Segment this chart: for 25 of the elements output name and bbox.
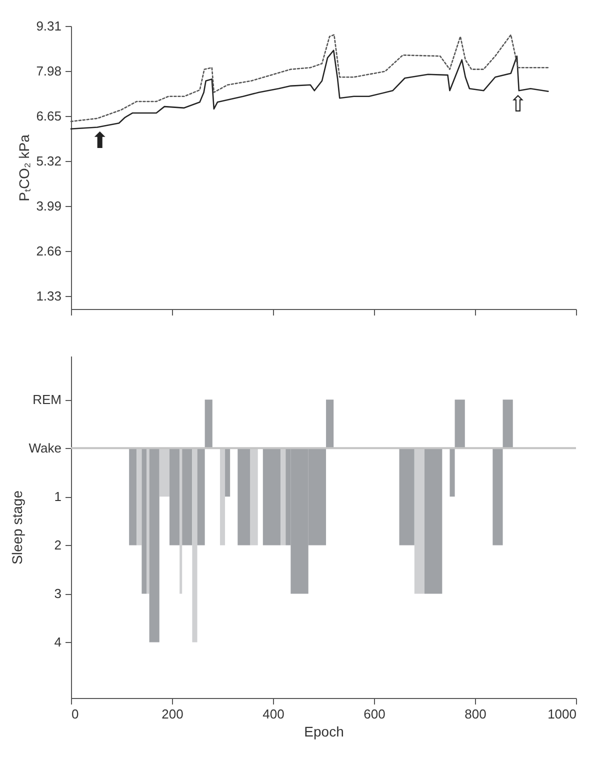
y-tick-label: 7.98	[36, 64, 62, 79]
y-tick-label: 9.31	[36, 18, 62, 34]
y-tick-label: 3	[54, 586, 62, 602]
line-series	[70, 50, 549, 130]
y-tick-label: 3.99	[36, 198, 62, 214]
x-tick-label: 200	[162, 706, 184, 722]
y-tick-label: 1.33	[36, 288, 62, 304]
x-axis-title: Epoch	[304, 724, 344, 740]
x-tick-label: 800	[464, 706, 486, 722]
y-tick-label: Wake	[28, 440, 62, 456]
y-tick-label: 2	[54, 538, 62, 553]
y-tick-label: 6.65	[36, 108, 62, 124]
x-tick-label: 600	[364, 706, 386, 722]
y-tick-label: 4	[54, 634, 62, 650]
y-tick-label: REM	[32, 392, 62, 408]
y-axis-title: Sleep stage	[8, 490, 25, 564]
x-tick-label: 0	[72, 706, 79, 722]
x-tick-label: 1000	[548, 706, 576, 722]
y-tick-label: 2.66	[36, 244, 62, 259]
y-axis-title: PₜCO₂ kPa	[16, 134, 32, 202]
y-tick-label: 5.32	[36, 154, 62, 169]
annotation: ⬆	[90, 129, 110, 154]
annotation: ⇧	[508, 92, 528, 118]
x-tick-label: 400	[262, 706, 284, 722]
y-tick-label: 1	[54, 489, 62, 504]
